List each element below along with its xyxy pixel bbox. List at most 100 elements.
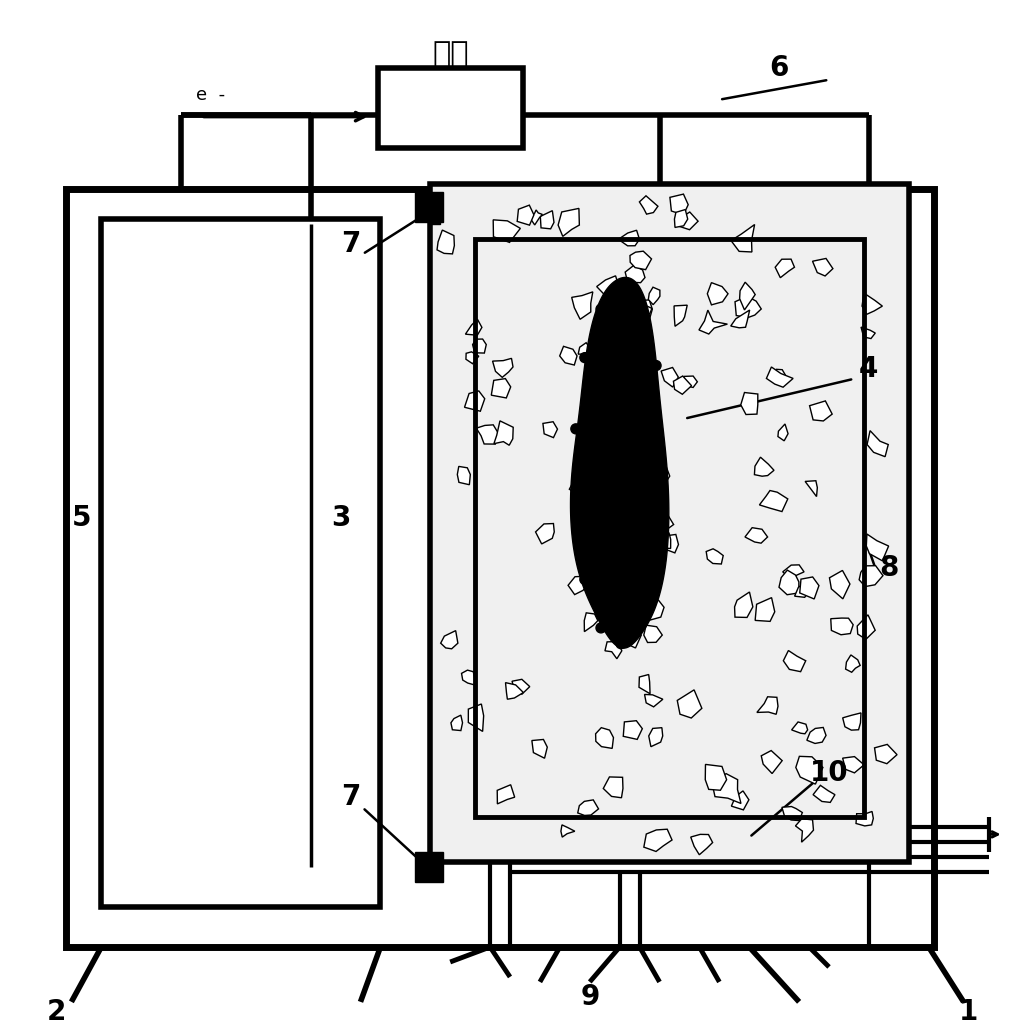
Polygon shape — [648, 728, 663, 747]
Text: 2: 2 — [46, 998, 66, 1026]
Text: 负载: 负载 — [433, 40, 469, 69]
Polygon shape — [830, 570, 850, 599]
Polygon shape — [642, 598, 664, 620]
Polygon shape — [842, 713, 861, 731]
Polygon shape — [650, 465, 670, 490]
Polygon shape — [642, 305, 652, 314]
Polygon shape — [543, 422, 558, 437]
Text: 6: 6 — [769, 54, 789, 81]
Polygon shape — [652, 513, 673, 531]
Polygon shape — [596, 728, 613, 748]
Circle shape — [579, 574, 590, 584]
Polygon shape — [866, 534, 889, 561]
Polygon shape — [619, 627, 641, 648]
Polygon shape — [813, 785, 835, 803]
Polygon shape — [468, 704, 484, 732]
Polygon shape — [532, 740, 547, 758]
Polygon shape — [706, 548, 723, 564]
Polygon shape — [585, 613, 598, 632]
Text: 7: 7 — [341, 230, 360, 258]
Circle shape — [596, 305, 606, 314]
Polygon shape — [735, 296, 761, 318]
Polygon shape — [560, 347, 577, 365]
Polygon shape — [783, 565, 804, 579]
Bar — [430, 184, 908, 862]
Polygon shape — [605, 641, 622, 659]
Polygon shape — [570, 278, 669, 648]
Polygon shape — [740, 392, 758, 415]
Polygon shape — [624, 582, 641, 600]
Circle shape — [636, 309, 645, 319]
Polygon shape — [705, 765, 727, 790]
Polygon shape — [800, 577, 819, 599]
Polygon shape — [595, 436, 608, 453]
Polygon shape — [796, 819, 813, 842]
Bar — [66, 189, 934, 947]
Polygon shape — [603, 777, 623, 797]
Circle shape — [616, 639, 626, 648]
Polygon shape — [779, 570, 799, 595]
Polygon shape — [648, 287, 660, 305]
Polygon shape — [437, 230, 455, 254]
Polygon shape — [691, 835, 712, 855]
Polygon shape — [673, 376, 692, 394]
Polygon shape — [603, 481, 619, 502]
Polygon shape — [597, 276, 619, 296]
Polygon shape — [796, 756, 823, 784]
Polygon shape — [674, 306, 688, 326]
Polygon shape — [639, 482, 661, 506]
Text: 10: 10 — [809, 758, 849, 786]
Polygon shape — [859, 566, 883, 587]
Polygon shape — [867, 431, 889, 457]
Polygon shape — [807, 728, 826, 744]
Circle shape — [652, 360, 661, 370]
Polygon shape — [781, 807, 802, 820]
Polygon shape — [561, 825, 575, 838]
Text: 4: 4 — [859, 355, 878, 383]
Polygon shape — [856, 812, 873, 826]
Bar — [430, 205, 440, 224]
Polygon shape — [440, 631, 458, 649]
Polygon shape — [494, 421, 513, 446]
Polygon shape — [734, 592, 753, 617]
Bar — [415, 192, 443, 222]
Polygon shape — [842, 756, 864, 773]
Polygon shape — [624, 720, 642, 740]
Polygon shape — [462, 670, 475, 685]
Polygon shape — [466, 352, 478, 363]
Circle shape — [579, 353, 590, 362]
Bar — [415, 852, 443, 882]
Polygon shape — [684, 376, 697, 388]
Polygon shape — [755, 457, 774, 476]
Polygon shape — [625, 265, 645, 283]
Circle shape — [636, 618, 645, 629]
Polygon shape — [699, 310, 728, 334]
Polygon shape — [535, 524, 555, 544]
Circle shape — [652, 567, 661, 576]
Polygon shape — [795, 582, 809, 597]
Text: 5: 5 — [71, 504, 91, 532]
Circle shape — [571, 503, 580, 513]
Polygon shape — [809, 401, 832, 421]
Bar — [378, 68, 523, 147]
Polygon shape — [571, 292, 593, 319]
Text: 9: 9 — [580, 983, 599, 1010]
Polygon shape — [812, 258, 833, 276]
Polygon shape — [731, 310, 750, 328]
Polygon shape — [492, 379, 510, 398]
Text: 7: 7 — [341, 783, 360, 812]
Polygon shape — [761, 750, 783, 774]
Polygon shape — [594, 354, 618, 368]
Polygon shape — [731, 791, 749, 810]
Polygon shape — [711, 774, 741, 804]
Circle shape — [596, 623, 606, 633]
Circle shape — [571, 424, 580, 434]
Polygon shape — [639, 196, 658, 214]
Polygon shape — [805, 481, 818, 497]
Polygon shape — [861, 327, 875, 339]
Polygon shape — [775, 259, 795, 278]
Polygon shape — [679, 212, 698, 229]
Bar — [101, 219, 380, 908]
Polygon shape — [760, 491, 788, 511]
Circle shape — [616, 288, 626, 298]
